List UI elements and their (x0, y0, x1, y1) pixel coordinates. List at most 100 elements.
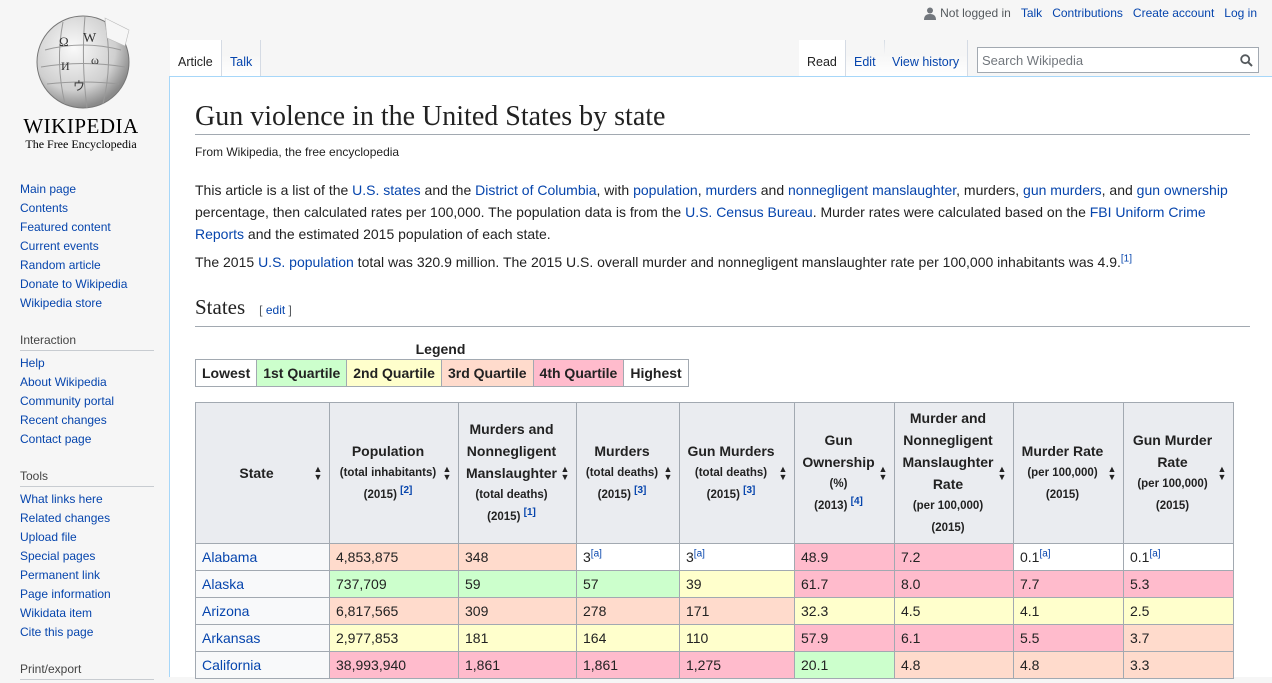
section-edit-link[interactable]: edit (265, 303, 286, 317)
link-census-bureau[interactable]: U.S. Census Bureau (685, 204, 813, 220)
murder-rate-cell: 4.8 (1013, 651, 1124, 679)
header-murders[interactable]: Murders (total deaths) (2015) [3] ▲ ▼ (576, 402, 680, 544)
sort-icon: ▲ ▼ (778, 464, 788, 482)
header-mnm-rate[interactable]: Murder and Nonnegligent Manslaughter Rat… (894, 402, 1014, 544)
header-population-ref[interactable]: [2] (400, 485, 413, 497)
note-link[interactable]: [a] (590, 548, 602, 560)
sidebar-navigation: Main page Contents Featured content Curr… (20, 180, 160, 313)
header-gun-murders[interactable]: Gun Murders (total deaths) (2015) [3] ▲ ▼ (679, 402, 795, 544)
header-murder-rate[interactable]: Murder Rate (per 100,000) (2015) ▲ ▼ (1013, 402, 1124, 544)
header-gun-murder-rate[interactable]: Gun Murder Rate (per 100,000) (2015) ▲ ▼ (1123, 402, 1234, 544)
wikipedia-logo[interactable]: Ω W И ω ウ WIKIPEDIA The Free Encyclopedi… (0, 0, 160, 160)
header-mnm-ref[interactable]: [1] (523, 507, 536, 519)
header-gun-murders-ref[interactable]: [3] (743, 485, 756, 497)
link-gun-murders[interactable]: gun murders (1023, 182, 1102, 198)
table-row: California 38,993,940 1,861 1,861 1,275 … (195, 651, 1234, 679)
tab-talk-label: Talk (230, 55, 253, 69)
header-murders-year: (2015) (597, 489, 631, 501)
header-murders-manslaughter[interactable]: Murders and Nonnegligent Manslaughter (to… (458, 402, 577, 544)
header-population[interactable]: Population (total inhabitants) (2015) [2] ▲… (329, 402, 459, 544)
sidebar-item-contents[interactable]: Contents (20, 201, 69, 215)
note-link[interactable]: [a] (693, 548, 705, 560)
sidebar-item-community-portal[interactable]: Community portal (20, 394, 115, 408)
sidebar-item-page-information[interactable]: Page information (20, 587, 111, 601)
states-table: State ▲ ▼ Population (total inhabitants) (20… (195, 402, 1234, 679)
personal-tools: Not logged in Talk Contributions Create … (924, 6, 1257, 20)
link-population[interactable]: population (633, 182, 698, 198)
murders-cell: 57 (576, 570, 680, 598)
sidebar-item-random-article[interactable]: Random article (20, 258, 101, 272)
sidebar-item-wikidata-item[interactable]: Wikidata item (20, 606, 93, 620)
log-in-link[interactable]: Log in (1224, 6, 1257, 20)
state-link[interactable]: Alaska (202, 576, 245, 592)
state-link[interactable]: Arizona (202, 603, 250, 619)
state-link[interactable]: Alabama (202, 549, 258, 565)
population-text: total was 320.9 million. The 2015 U.S. o… (353, 254, 1121, 270)
personal-talk-link[interactable]: Talk (1020, 6, 1043, 20)
sidebar-item-main-page[interactable]: Main page (20, 182, 77, 196)
tab-view-history-label: View history (892, 55, 960, 69)
header-gun-murder-rate-label: Gun Murder Rate (1132, 432, 1213, 470)
reference-link[interactable]: [1] (1120, 253, 1133, 265)
tab-article[interactable]: Article (170, 40, 222, 76)
header-state[interactable]: State ▲ ▼ (195, 402, 330, 544)
link-us-states[interactable]: U.S. states (352, 182, 421, 198)
gun-murders-value: 3 (686, 549, 694, 565)
link-fbi-ucr[interactable]: FBI Uniform Crime Reports (195, 204, 1206, 242)
note-link[interactable]: [a] (1039, 548, 1051, 560)
search-input[interactable] (978, 48, 1234, 72)
header-mnm-rate-label: Murder and Nonnegligent Manslaughter Rat… (902, 410, 994, 492)
mnm-cell: 348 (458, 543, 577, 571)
intro-text: and (756, 182, 788, 198)
svg-text:И: И (61, 59, 70, 73)
sidebar-item-contact-page[interactable]: Contact page (20, 432, 92, 446)
tab-read[interactable]: Read (799, 40, 846, 76)
state-link[interactable]: Arkansas (202, 630, 261, 646)
state-cell: Alaska (195, 570, 330, 598)
sidebar-tools: What links here Related changes Upload f… (20, 490, 160, 642)
sidebar-item-recent-changes[interactable]: Recent changes (20, 413, 107, 427)
tab-edit[interactable]: Edit (846, 40, 885, 76)
create-account-link[interactable]: Create account (1132, 6, 1215, 20)
tab-read-label: Read (807, 55, 837, 69)
header-ownership-ref[interactable]: [4] (850, 496, 863, 508)
population-cell: 4,853,875 (329, 543, 459, 571)
note-link[interactable]: [a] (1149, 548, 1161, 560)
ownership-cell: 20.1 (794, 651, 895, 679)
sidebar-item-related-changes[interactable]: Related changes (20, 511, 111, 525)
sidebar-item-store[interactable]: Wikipedia store (20, 296, 103, 310)
link-nonnegligent-manslaughter[interactable]: nonnegligent manslaughter (788, 182, 957, 198)
tab-talk[interactable]: Talk (222, 40, 262, 76)
population-cell: 2,977,853 (329, 624, 459, 652)
sidebar-item-donate[interactable]: Donate to Wikipedia (20, 277, 128, 291)
mnm-cell: 59 (458, 570, 577, 598)
search-button[interactable] (1234, 48, 1258, 72)
sidebar-item-help[interactable]: Help (20, 356, 45, 370)
sidebar-item-cite-this-page[interactable]: Cite this page (20, 625, 94, 639)
header-murder-rate-sub: (per 100,000) (1027, 467, 1098, 479)
sidebar-item-about[interactable]: About Wikipedia (20, 375, 107, 389)
link-gun-ownership[interactable]: gun ownership (1136, 182, 1228, 198)
sidebar-item-featured-content[interactable]: Featured content (20, 220, 111, 234)
tab-view-history[interactable]: View history (884, 40, 969, 76)
contributions-link[interactable]: Contributions (1052, 6, 1123, 20)
section-title: States (195, 295, 246, 319)
header-murders-ref[interactable]: [3] (634, 485, 647, 497)
sidebar-item-upload-file[interactable]: Upload file (20, 530, 77, 544)
state-link[interactable]: California (202, 657, 262, 673)
sidebar-item-special-pages[interactable]: Special pages (20, 549, 96, 563)
legend-items: Lowest 1st Quartile 2nd Quartile 3rd Qua… (195, 359, 689, 387)
section-edit: [ edit ] (259, 303, 292, 317)
user-icon (924, 7, 937, 20)
table-row: Alabama 4,853,875 348 3[a] 3[a] 48.9 7.2… (195, 543, 1234, 571)
link-us-population[interactable]: U.S. population (258, 254, 354, 270)
link-district-of-columbia[interactable]: District of Columbia (475, 182, 597, 198)
link-murders[interactable]: murders (705, 182, 757, 198)
sidebar-item-current-events[interactable]: Current events (20, 239, 99, 253)
gun-murder-rate-value: 0.1 (1130, 549, 1150, 565)
intro-paragraph: This article is a list of the U.S. state… (195, 179, 1249, 245)
sidebar-item-permanent-link[interactable]: Permanent link (20, 568, 101, 582)
header-gun-ownership[interactable]: Gun Ownership (%) (2013) [4] ▲ ▼ (794, 402, 895, 544)
mnm-rate-cell: 6.1 (894, 624, 1014, 652)
sidebar-item-what-links-here[interactable]: What links here (20, 492, 103, 506)
